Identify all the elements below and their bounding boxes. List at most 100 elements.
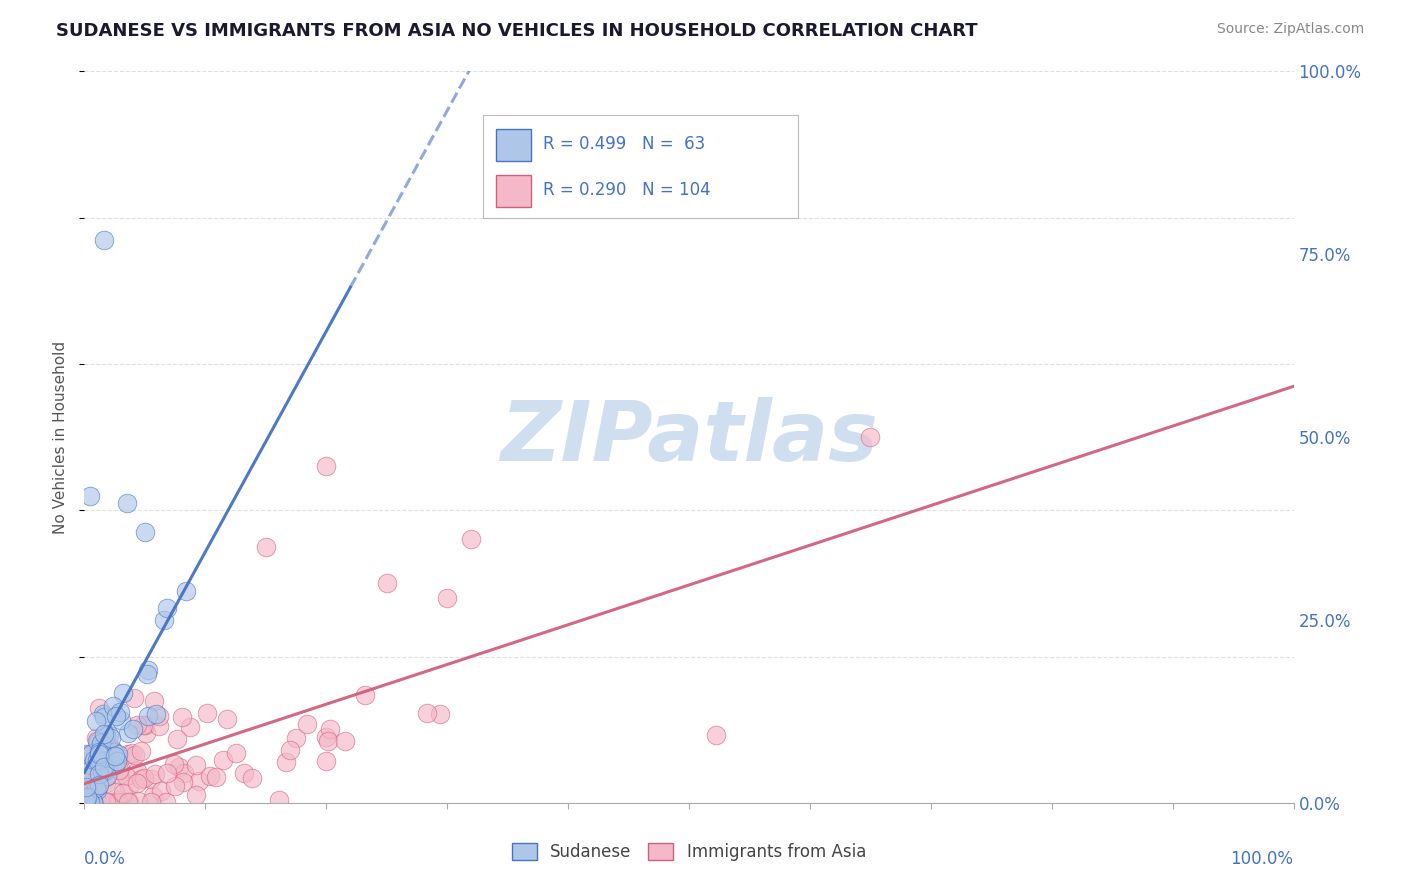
Point bbox=[80, 757, 103, 772]
Point bbox=[117, 726, 139, 740]
Point bbox=[704, 728, 727, 742]
Y-axis label: No Vehicles in Household: No Vehicles in Household bbox=[53, 341, 69, 533]
Point bbox=[215, 712, 238, 726]
Point bbox=[94, 739, 117, 753]
Point bbox=[93, 727, 115, 741]
Point bbox=[134, 525, 156, 540]
Point bbox=[132, 771, 155, 785]
Point bbox=[91, 745, 114, 759]
Text: ZIPatlas: ZIPatlas bbox=[501, 397, 877, 477]
Point bbox=[135, 726, 157, 740]
Point bbox=[105, 754, 128, 768]
Point bbox=[225, 746, 247, 760]
Point bbox=[112, 686, 135, 700]
Point bbox=[87, 745, 110, 759]
Point bbox=[82, 780, 104, 794]
Point bbox=[75, 747, 97, 761]
Text: 0.0%: 0.0% bbox=[84, 850, 127, 868]
Point bbox=[429, 706, 451, 721]
Point bbox=[107, 795, 129, 809]
Point bbox=[103, 795, 125, 809]
Point bbox=[89, 747, 111, 762]
Point bbox=[75, 795, 97, 809]
Point bbox=[77, 764, 100, 779]
Point bbox=[91, 750, 114, 764]
Point bbox=[127, 794, 149, 808]
Text: SUDANESE VS IMMIGRANTS FROM ASIA NO VEHICLES IN HOUSEHOLD CORRELATION CHART: SUDANESE VS IMMIGRANTS FROM ASIA NO VEHI… bbox=[56, 22, 977, 40]
Point bbox=[148, 708, 170, 723]
Point bbox=[188, 773, 211, 788]
Point bbox=[155, 795, 177, 809]
Point bbox=[93, 710, 115, 724]
Point bbox=[104, 757, 127, 772]
Point bbox=[75, 780, 97, 794]
Point bbox=[101, 698, 124, 713]
Point bbox=[333, 733, 356, 747]
Point bbox=[285, 731, 308, 745]
Point bbox=[110, 706, 132, 720]
Point bbox=[82, 795, 104, 809]
Point bbox=[104, 785, 127, 799]
Point bbox=[84, 750, 107, 764]
Point bbox=[107, 768, 129, 782]
Point bbox=[153, 613, 176, 627]
Point bbox=[315, 459, 337, 474]
Point bbox=[318, 722, 340, 736]
Point bbox=[89, 753, 111, 767]
Point bbox=[80, 747, 103, 761]
Point bbox=[145, 706, 167, 721]
Point bbox=[141, 772, 163, 787]
Point bbox=[84, 790, 107, 805]
Point bbox=[198, 769, 221, 783]
Point bbox=[91, 795, 114, 809]
Point bbox=[101, 741, 124, 756]
Point bbox=[315, 754, 337, 768]
Point bbox=[460, 533, 482, 547]
Point bbox=[82, 795, 104, 809]
Point bbox=[156, 766, 179, 780]
Point bbox=[112, 786, 135, 800]
Point bbox=[94, 728, 117, 742]
Point bbox=[86, 735, 108, 749]
Point bbox=[93, 760, 115, 774]
Point bbox=[172, 775, 194, 789]
Point bbox=[108, 761, 131, 775]
Point bbox=[90, 736, 112, 750]
Point bbox=[76, 789, 98, 804]
Point bbox=[75, 795, 97, 809]
Point bbox=[195, 706, 218, 721]
Point bbox=[179, 720, 201, 734]
Point bbox=[110, 714, 132, 728]
Point bbox=[79, 489, 101, 503]
Point bbox=[274, 755, 297, 769]
Point bbox=[150, 784, 173, 798]
Point bbox=[108, 793, 131, 807]
Point bbox=[82, 795, 104, 809]
Point bbox=[76, 764, 98, 778]
Point bbox=[136, 708, 159, 723]
Point bbox=[97, 728, 120, 742]
Point bbox=[121, 722, 143, 736]
Legend: Sudanese, Immigrants from Asia: Sudanese, Immigrants from Asia bbox=[505, 836, 873, 868]
Point bbox=[84, 781, 107, 796]
Point bbox=[94, 776, 117, 790]
Point bbox=[76, 747, 98, 762]
Point bbox=[142, 789, 165, 803]
Point bbox=[131, 718, 153, 732]
Point bbox=[143, 694, 166, 708]
Point bbox=[318, 733, 340, 747]
Point bbox=[75, 790, 97, 805]
Point bbox=[141, 795, 163, 809]
Point bbox=[79, 789, 101, 804]
Point bbox=[859, 430, 882, 444]
Point bbox=[267, 793, 290, 807]
Point bbox=[127, 776, 149, 790]
Point bbox=[90, 741, 112, 756]
Point bbox=[166, 732, 188, 747]
Point bbox=[136, 663, 159, 677]
Point bbox=[295, 717, 318, 731]
Point bbox=[89, 739, 111, 753]
Point bbox=[117, 747, 139, 761]
Point bbox=[131, 744, 153, 758]
Point bbox=[125, 764, 148, 778]
